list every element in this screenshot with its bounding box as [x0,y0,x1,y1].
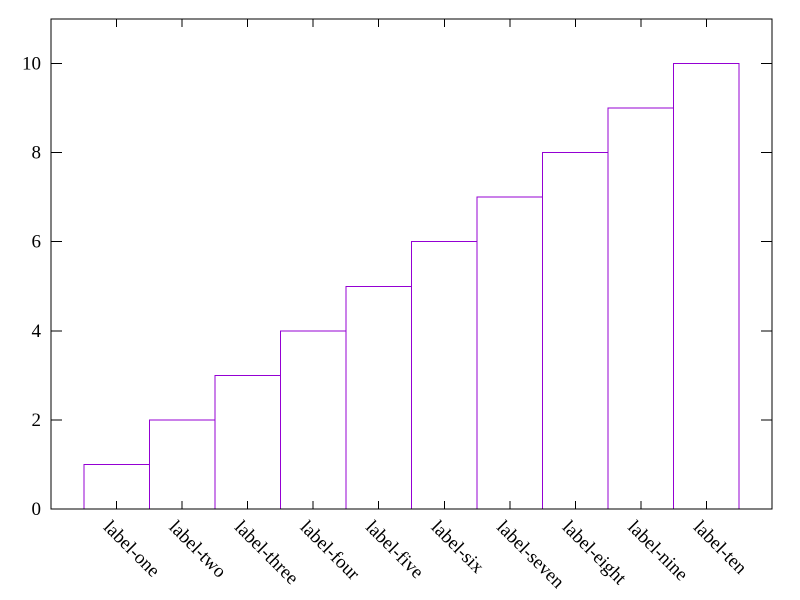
bar [542,152,609,510]
bar [411,241,478,510]
x-tick-label: label-ten [689,517,751,579]
y-tick-label: 6 [32,232,42,253]
bar [148,419,216,510]
bar [607,107,675,510]
x-tick-label: label-four [296,517,364,585]
plot-frame [50,18,773,510]
y-tick-label: 2 [32,410,42,431]
x-tick-label: label-five [361,517,427,583]
x-tick-label: label-two [165,517,231,583]
bar [476,196,543,510]
bar [279,330,347,510]
x-tick-label: label-one [99,517,164,582]
x-tick-label: label-seven [492,517,568,593]
y-tick-label: 4 [32,321,42,342]
x-tick-label: label-nine [623,517,692,586]
bar [673,63,740,510]
bar [214,374,281,510]
y-tick-label: 10 [22,54,41,75]
bar [345,285,412,510]
x-tick-label: label-eight [558,517,631,590]
x-tick-label: label-three [230,517,302,589]
y-tick-label: 0 [32,499,42,520]
x-tick-label: label-six [427,517,488,578]
y-tick-label: 8 [32,143,42,164]
